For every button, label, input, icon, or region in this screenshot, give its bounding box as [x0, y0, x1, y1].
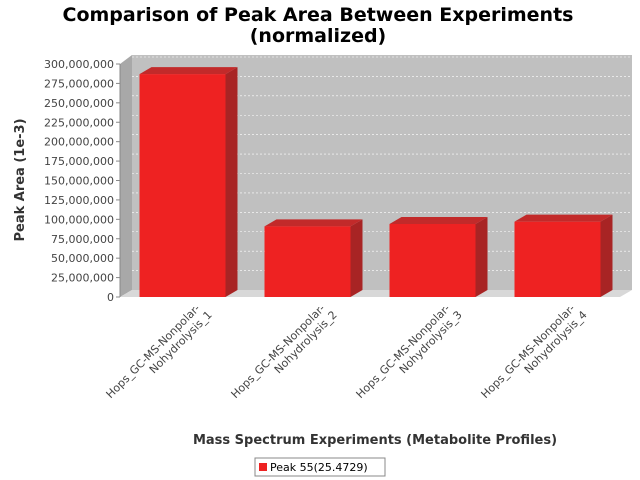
bar-side [225, 67, 238, 297]
bar [514, 214, 613, 297]
bar-side [350, 219, 363, 297]
y-tick-label: 275,000,000 [44, 77, 114, 90]
bar-front [139, 74, 226, 297]
plot-left-wall [120, 55, 132, 297]
y-tick-label: 125,000,000 [44, 194, 114, 207]
legend-swatch [259, 463, 267, 471]
y-tick-label: 150,000,000 [44, 175, 114, 188]
bar-top [264, 219, 363, 227]
bar-top [514, 214, 613, 222]
bar [139, 67, 238, 297]
x-axis: Hops_GC-MS-Nonpolar-Nohydrolysis_1 Hops_G… [104, 299, 590, 410]
x-tick-label-line: Hops_GC-MS-Nonpolar- [479, 302, 578, 401]
y-tick-label: 50,000,000 [51, 252, 114, 265]
legend: Peak 55(25.4729) [254, 457, 386, 477]
chart-subtitle: (normalized) [250, 25, 387, 47]
y-tick-label: 100,000,000 [44, 213, 114, 226]
plot-area [120, 55, 632, 297]
bar-top [389, 216, 488, 224]
y-tick-label: 225,000,000 [44, 116, 114, 129]
bar-front [514, 221, 601, 297]
plot-floor [120, 290, 632, 297]
y-tick-label: 300,000,000 [44, 58, 114, 71]
y-tick-label: 250,000,000 [44, 97, 114, 110]
y-tick-label: 175,000,000 [44, 155, 114, 168]
bars [139, 67, 613, 297]
bar-front [389, 223, 476, 297]
x-tick-label: Hops_GC-MS-Nonpolar-Nohydrolysis_2 [229, 299, 340, 410]
y-axis: 0 25,000,000 50,000,000 75,000,000 100,000,0… [44, 58, 121, 304]
x-axis-title: Mass Spectrum Experiments (Metabolite Pr… [193, 433, 557, 448]
x-tick-label: Hops_GC-MS-Nonpolar-Nohydrolysis_1 [104, 299, 215, 410]
plot-back-wall [132, 55, 632, 290]
x-tick-label-line: Hops_GC-MS-Nonpolar- [104, 302, 203, 401]
y-tick-label: 200,000,000 [44, 136, 114, 149]
y-tick-label: 0 [107, 291, 114, 304]
bar [264, 219, 363, 297]
y-axis-title: Peak Area (1e-3) [13, 118, 28, 241]
bar [389, 216, 488, 297]
y-tick-label: 25,000,000 [51, 272, 114, 285]
bar-side [600, 214, 613, 297]
bar-front [264, 226, 351, 297]
x-tick-label-line: Hops_GC-MS-Nonpolar- [229, 302, 328, 401]
x-tick-label-line: Hops_GC-MS-Nonpolar- [354, 302, 453, 401]
legend-box [254, 457, 386, 477]
x-tick-label: Hops_GC-MS-Nonpolar-Nohydrolysis_4 [479, 299, 590, 410]
chart-title: Comparison of Peak Area Between Experime… [63, 4, 574, 26]
y-tick-label: 75,000,000 [51, 233, 114, 246]
bar-top [139, 67, 238, 75]
legend-label: Peak 55(25.4729) [270, 461, 368, 474]
bar-side [475, 216, 488, 297]
x-tick-label: Hops_GC-MS-Nonpolar-Nohydrolysis_3 [354, 299, 465, 410]
